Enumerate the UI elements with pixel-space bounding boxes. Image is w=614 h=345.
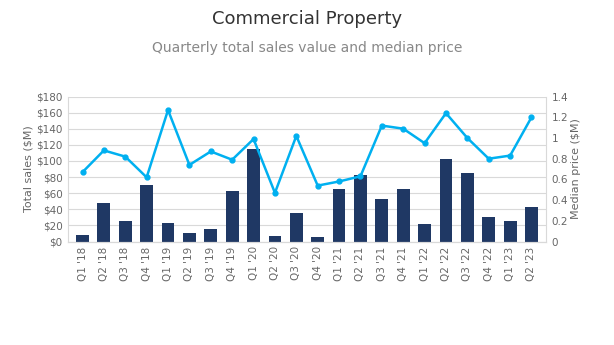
Bar xyxy=(461,173,474,242)
Bar xyxy=(333,189,346,241)
Y-axis label: Total sales ($M): Total sales ($M) xyxy=(23,126,34,213)
Bar xyxy=(483,217,495,241)
Bar xyxy=(140,185,153,242)
Bar xyxy=(268,236,281,241)
Bar xyxy=(247,149,260,241)
Bar xyxy=(98,203,111,241)
Bar xyxy=(76,235,89,242)
Y-axis label: Median price ($M): Median price ($M) xyxy=(571,119,581,219)
Bar xyxy=(397,189,410,241)
Bar xyxy=(503,221,516,242)
Bar xyxy=(440,159,453,242)
Text: Quarterly total sales value and median price: Quarterly total sales value and median p… xyxy=(152,41,462,56)
Bar xyxy=(119,221,131,242)
Bar xyxy=(311,237,324,242)
Text: Commercial Property: Commercial Property xyxy=(212,10,402,28)
Bar xyxy=(183,233,196,241)
Bar xyxy=(290,213,303,242)
Bar xyxy=(375,199,388,242)
Bar xyxy=(226,191,239,242)
Bar xyxy=(161,223,174,241)
Bar xyxy=(418,224,431,241)
Bar xyxy=(354,176,367,241)
Bar xyxy=(204,229,217,241)
Bar xyxy=(525,207,538,242)
